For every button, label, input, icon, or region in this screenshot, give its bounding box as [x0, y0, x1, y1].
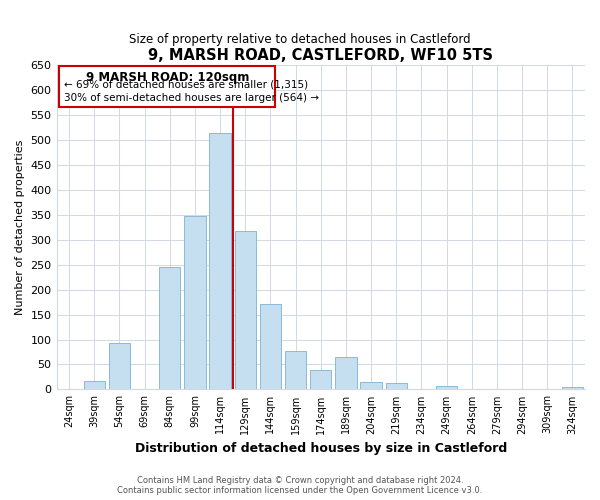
Bar [260, 304, 281, 390]
Bar [310, 370, 331, 390]
Bar [285, 350, 307, 390]
Bar [335, 357, 356, 390]
Text: 30% of semi-detached houses are larger (564) →: 30% of semi-detached houses are larger (… [64, 94, 319, 104]
Bar [436, 386, 457, 390]
Bar [109, 343, 130, 390]
Text: Contains HM Land Registry data © Crown copyright and database right 2024.: Contains HM Land Registry data © Crown c… [137, 476, 463, 485]
Text: Size of property relative to detached houses in Castleford: Size of property relative to detached ho… [129, 32, 471, 46]
Bar [386, 384, 407, 390]
Bar [209, 134, 231, 390]
Y-axis label: Number of detached properties: Number of detached properties [15, 140, 25, 315]
Bar [184, 216, 206, 390]
Bar [361, 382, 382, 390]
Bar [562, 387, 583, 390]
Bar [159, 267, 181, 390]
Text: Contains public sector information licensed under the Open Government Licence v3: Contains public sector information licen… [118, 486, 482, 495]
Bar [83, 381, 105, 390]
FancyBboxPatch shape [59, 66, 275, 108]
X-axis label: Distribution of detached houses by size in Castleford: Distribution of detached houses by size … [134, 442, 507, 455]
Title: 9, MARSH ROAD, CASTLEFORD, WF10 5TS: 9, MARSH ROAD, CASTLEFORD, WF10 5TS [148, 48, 493, 62]
Bar [235, 231, 256, 390]
Text: ← 69% of detached houses are smaller (1,315): ← 69% of detached houses are smaller (1,… [64, 80, 308, 90]
Text: 9 MARSH ROAD: 120sqm: 9 MARSH ROAD: 120sqm [86, 71, 249, 84]
